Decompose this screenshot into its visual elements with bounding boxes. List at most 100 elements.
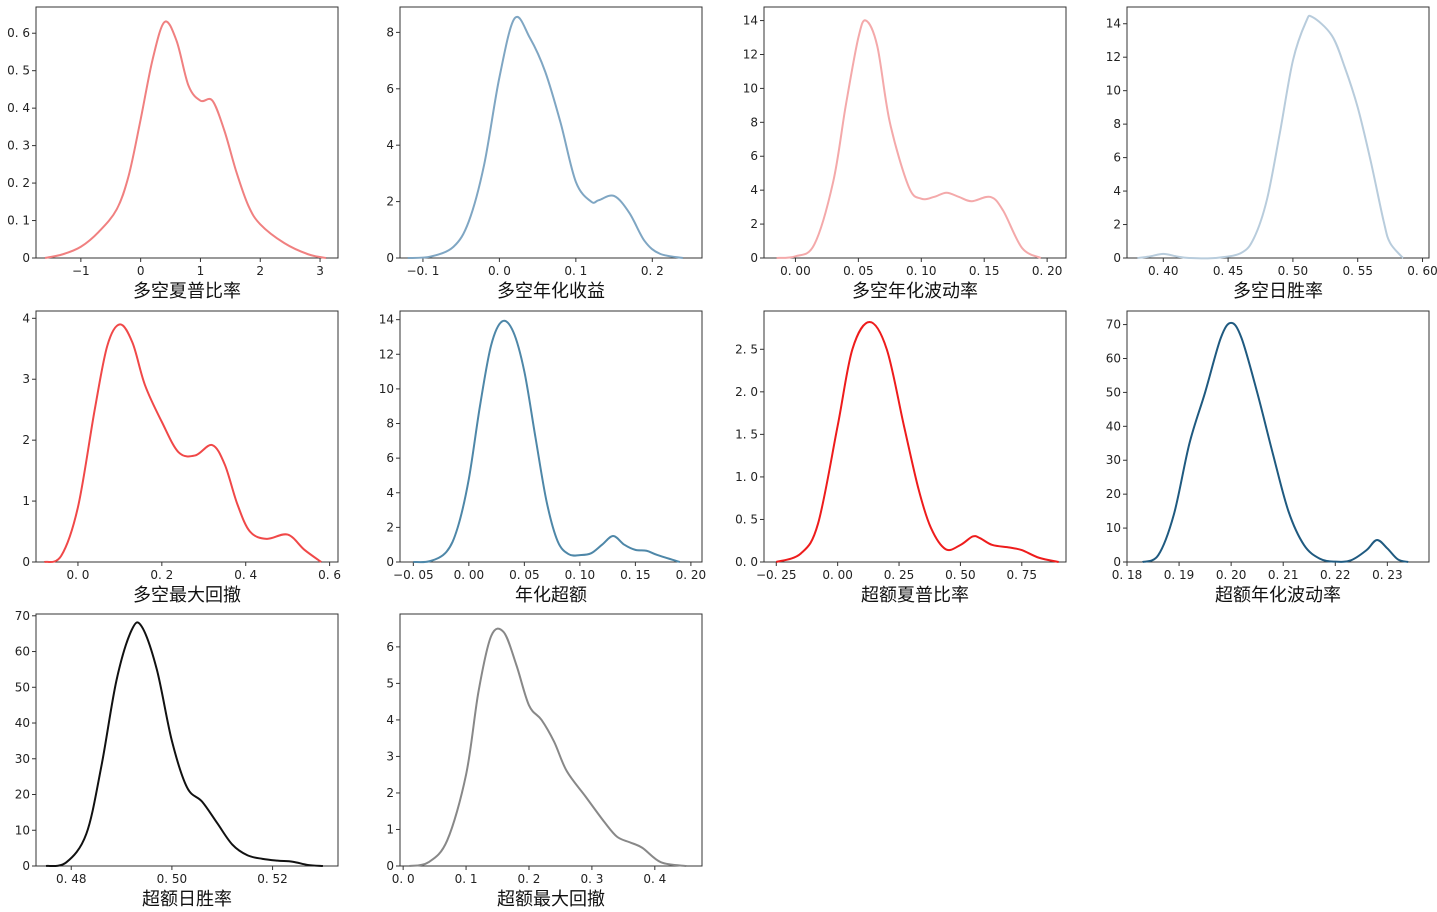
y-tick-label: 6 [386, 640, 394, 654]
y-tick-label: 4 [386, 713, 394, 727]
x-tick-label: 0. 05 [843, 264, 874, 278]
y-tick-label: 2 [386, 520, 394, 534]
y-tick-label: 6 [1113, 151, 1121, 165]
y-tick-label: 14 [379, 313, 394, 327]
y-tick-label: 6 [750, 149, 758, 163]
density-plot-10: 0. 0 0. 1 0. 2 0. 3 0. 4 0 1 2 3 4 5 6 超额最大回撤 [386, 613, 703, 910]
plot-frame [399, 6, 703, 259]
y-tick-label: 50 [1106, 385, 1121, 399]
x-tick-label: 0. 18 [1112, 568, 1143, 582]
plot-frame [35, 613, 339, 867]
plot-frame [763, 6, 1067, 259]
density-curve [413, 319, 681, 564]
y-tick-label: 20 [1106, 487, 1121, 501]
y-tick-label: 0. 0 [735, 555, 758, 569]
density-plot-9: 0. 48 0. 50 0. 52 0 10 20 30 40 50 60 70 超额日胜率 [15, 609, 339, 910]
x-tick-label: 0. 0 [392, 872, 415, 886]
y-tick-label: 8 [1113, 117, 1121, 131]
density-curve [44, 323, 322, 564]
y-tick-label: 0 [22, 251, 30, 265]
y-tick-label: 20 [15, 788, 30, 802]
density-curve [407, 15, 684, 259]
x-tick-label: 0. 19 [1164, 568, 1195, 582]
plot-frame [763, 310, 1067, 563]
y-tick-label: 2 [386, 786, 394, 800]
x-tick-label: 0. 20 [1216, 568, 1247, 582]
x-tick-label: 0. 0 [66, 568, 89, 582]
x-tick-label: 0. 1 [564, 264, 587, 278]
y-tick-label: 10 [15, 823, 30, 837]
y-tick-label: 0. 5 [735, 512, 758, 526]
x-tick-label: 0. 22 [1320, 568, 1351, 582]
plot-frame [399, 310, 703, 563]
y-tick-label: 60 [15, 645, 30, 659]
y-tick-label: 2 [750, 217, 758, 231]
y-tick-label: 0. 4 [7, 101, 30, 115]
y-tick-label: 0 [22, 555, 30, 569]
y-tick-label: 0. 6 [7, 26, 30, 40]
density-curve [1142, 321, 1409, 563]
y-tick-label: 3 [22, 372, 30, 386]
y-tick-label: 0 [386, 859, 394, 873]
y-tick-label: 2. 5 [735, 342, 758, 356]
x-tick-label: 0. 00 [454, 568, 485, 582]
plot-frame [1126, 6, 1430, 259]
y-tick-label: 4 [22, 311, 30, 325]
y-tick-label: 0 [1113, 251, 1121, 265]
y-tick-label: 4 [1113, 184, 1121, 198]
x-tick-label: 1 [197, 264, 205, 278]
y-tick-label: 1. 0 [735, 470, 758, 484]
y-tick-label: 0 [750, 251, 758, 265]
density-curve [776, 19, 1042, 259]
x-tick-label: 0. 50 [157, 872, 188, 886]
x-tick-label: 0. 0 [488, 264, 511, 278]
x-tick-label: 0 [137, 264, 145, 278]
x-axis-label: 多空夏普比率 [133, 281, 241, 302]
y-tick-label: 0. 2 [7, 176, 30, 190]
x-tick-label: 0. 4 [234, 568, 257, 582]
y-tick-label: 30 [1106, 453, 1121, 467]
density-plot-4: 0. 40 0. 45 0. 50 0. 55 0. 60 0 2 4 6 8 10 12 14 多空日胜… [1106, 6, 1437, 302]
y-tick-label: 70 [15, 609, 30, 623]
y-tick-label: 2 [1113, 218, 1121, 232]
x-tick-label: 0. 4 [643, 872, 666, 886]
x-tick-label: 0. 00 [822, 568, 853, 582]
y-tick-label: 70 [1106, 318, 1121, 332]
x-tick-label: 0. 3 [580, 872, 603, 886]
y-tick-label: 2. 0 [735, 385, 758, 399]
y-tick-label: 8 [386, 25, 394, 39]
y-tick-label: 4 [386, 138, 394, 152]
x-tick-label: 0. 21 [1268, 568, 1299, 582]
x-axis-label: 多空最大回撤 [133, 585, 241, 606]
x-axis-label: 超额夏普比率 [861, 585, 969, 606]
x-tick-label: 0. 2 [641, 264, 664, 278]
x-tick-label: 0. 10 [565, 568, 596, 582]
x-tick-label: 2 [256, 264, 264, 278]
x-tick-label: 0. 60 [1407, 264, 1437, 278]
x-axis-label: 年化超额 [515, 585, 587, 606]
plot-frame [1126, 310, 1430, 563]
x-axis-label: 超额日胜率 [142, 889, 232, 910]
x-tick-label: 0. 2 [518, 872, 541, 886]
x-tick-label: 0. 15 [620, 568, 651, 582]
x-tick-label: 0. 20 [676, 568, 707, 582]
density-curve [1137, 14, 1404, 260]
y-tick-label: 3 [386, 749, 394, 763]
y-tick-label: 4 [750, 183, 758, 197]
y-tick-label: 2 [386, 195, 394, 209]
y-tick-label: 0 [22, 859, 30, 873]
x-tick-label: −0. 05 [393, 568, 434, 582]
x-tick-label: 0. 40 [1148, 264, 1179, 278]
y-tick-label: 40 [1106, 419, 1121, 433]
density-curve [409, 627, 687, 867]
y-tick-label: 5 [386, 676, 394, 690]
x-tick-label: 0. 10 [906, 264, 937, 278]
x-tick-label: 0. 00 [780, 264, 811, 278]
density-plot-3: 0. 00 0. 05 0. 10 0. 15 0. 20 0 2 4 6 8 10 12 14 多空年化… [743, 6, 1067, 302]
density-curve [44, 20, 327, 259]
y-tick-label: 0 [386, 251, 394, 265]
y-tick-label: 8 [750, 115, 758, 129]
x-tick-label: 0. 25 [884, 568, 915, 582]
